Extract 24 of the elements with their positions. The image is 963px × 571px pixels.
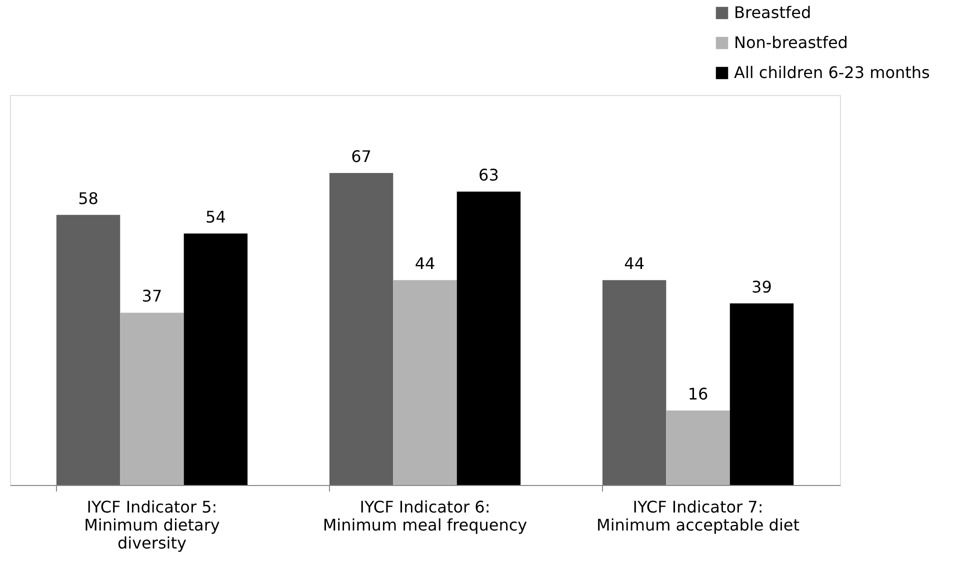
bar: [456, 192, 521, 485]
data-label: 63: [478, 166, 499, 185]
legend-label: Breastfed: [734, 3, 812, 22]
data-label: 44: [624, 254, 644, 274]
bar: [329, 173, 394, 485]
legend-label: Non-breastfed: [734, 33, 848, 52]
data-label: 58: [78, 188, 98, 208]
data-label: 37: [142, 286, 162, 306]
bar: [602, 280, 666, 485]
data-label: 67: [351, 147, 372, 166]
x-tick-label: IYCF Indicator 7: Minimum acceptable diet: [596, 498, 800, 534]
bar: [730, 303, 794, 485]
data-label: 16: [688, 384, 708, 404]
bar: [393, 280, 457, 485]
legend-label: All children 6-23 months: [734, 63, 930, 82]
bar: [56, 214, 120, 485]
x-tick-label: IYCF Indicator 5: Minimum dietary diversity: [84, 498, 220, 552]
data-label: 54: [206, 208, 226, 227]
bar: [120, 312, 184, 485]
bar: [184, 234, 248, 485]
bar: [666, 410, 730, 485]
data-label: 39: [752, 277, 772, 296]
x-tick-label: IYCF Indicator 6: Minimum meal frequency: [322, 498, 528, 534]
data-label: 44: [414, 254, 436, 274]
